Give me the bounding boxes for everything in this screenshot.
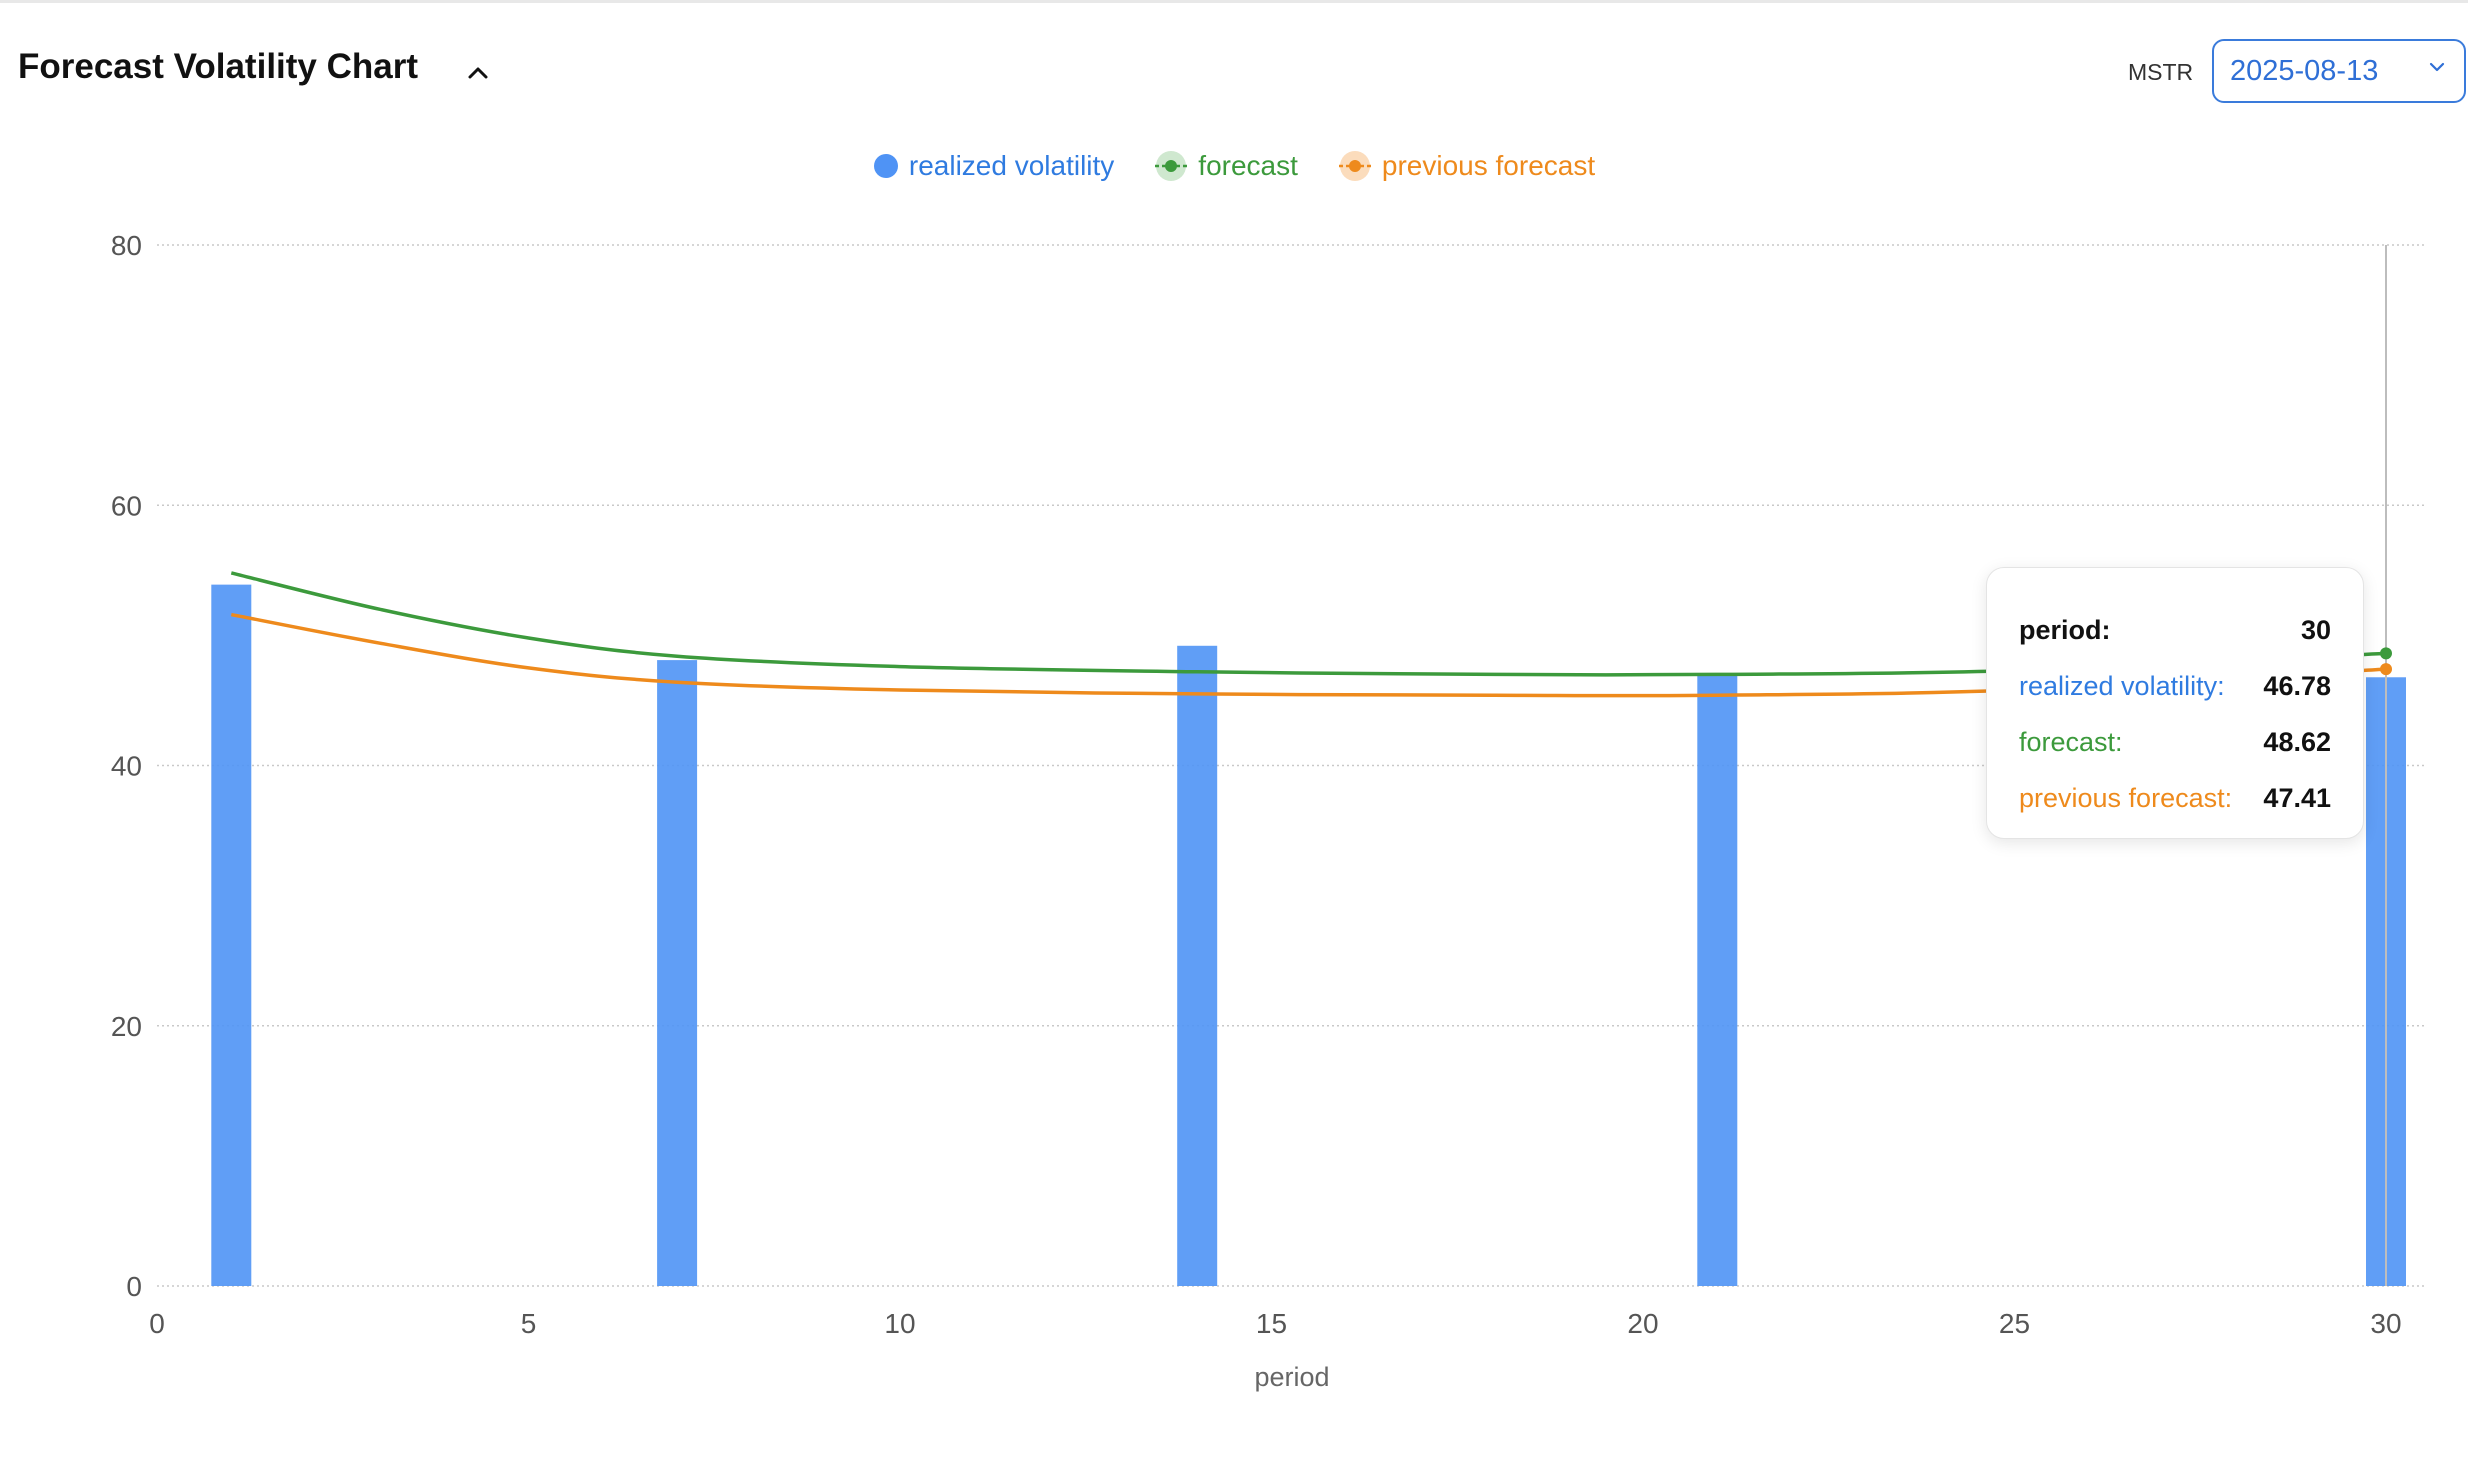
chart-plot-area: 0 20 40 60 80 0 5 10 15 20 25 30 period	[111, 230, 2425, 1392]
x-axis-label: period	[1254, 1362, 1329, 1392]
x-tick-label: 30	[2370, 1308, 2401, 1339]
chevron-up-icon	[468, 67, 488, 79]
chevron-down-icon	[2429, 62, 2445, 72]
y-tick-label: 40	[111, 751, 142, 782]
chart-title: Forecast Volatility Chart	[18, 47, 419, 86]
x-tick-label: 25	[1999, 1308, 2030, 1339]
y-tick-label: 20	[111, 1011, 142, 1042]
date-select-value: 2025-08-13	[2230, 54, 2379, 87]
realized-volatility-bar	[211, 584, 252, 1286]
x-tick-label: 10	[884, 1308, 915, 1339]
previous-forecast-line	[230, 612, 2387, 698]
legend-line-marker-icon	[1338, 151, 1371, 181]
x-tick-label: 20	[1627, 1308, 1658, 1339]
legend-item-realized[interactable]: realized volatility	[873, 150, 1114, 182]
date-select[interactable]: 2025-08-13	[2212, 39, 2466, 103]
legend-item-forecast[interactable]: forecast	[1154, 149, 1298, 183]
y-tick-label: 60	[111, 490, 142, 521]
previous-forecast-line-hover-point	[2380, 663, 2392, 676]
tooltip-previous-value: 47.41	[2263, 782, 2331, 813]
lines	[230, 245, 2392, 1286]
tooltip-realized-value: 46.78	[2263, 670, 2331, 701]
tooltip-row-previous: previous forecast: 47.41	[2019, 770, 2331, 826]
tooltip-forecast-label: forecast:	[2019, 726, 2123, 757]
tooltip-row-period: period: 30	[2019, 602, 2331, 658]
tooltip-realized-label: realized volatility:	[2019, 670, 2225, 701]
forecast-line	[230, 571, 2387, 677]
chart-tooltip: period: 30 realized volatility: 46.78 fo…	[1986, 567, 2364, 839]
legend-label-forecast: forecast	[1198, 150, 1298, 181]
legend-line-marker-icon	[1155, 151, 1188, 181]
tooltip-previous-label: previous forecast:	[2019, 782, 2233, 813]
x-tick-label: 0	[149, 1308, 165, 1339]
legend-dot-icon	[873, 154, 898, 178]
x-tick-label: 5	[521, 1308, 537, 1339]
realized-volatility-bar	[1697, 674, 1738, 1286]
x-tick-label: 15	[1256, 1308, 1287, 1339]
realized-volatility-bar	[657, 660, 698, 1286]
forecast-line-hover-point	[2380, 647, 2392, 660]
ticker-label: MSTR	[2128, 59, 2194, 85]
axes: 0 20 40 60 80 0 5 10 15 20 25 30 period	[111, 230, 2402, 1392]
realized-volatility-bar	[1177, 645, 1218, 1286]
tooltip-forecast-value: 48.62	[2263, 726, 2331, 757]
legend-item-previous[interactable]: previous forecast	[1338, 149, 1595, 183]
legend-label-realized: realized volatility	[908, 150, 1115, 181]
y-tick-label: 80	[111, 230, 142, 261]
tooltip-row-realized: realized volatility: 46.78	[2019, 658, 2331, 714]
tooltip-row-forecast: forecast: 48.62	[2019, 714, 2331, 770]
legend-label-previous: previous forecast	[1381, 150, 1596, 181]
tooltip-period-value: 30	[2300, 614, 2331, 645]
y-tick-label: 0	[126, 1271, 142, 1302]
tooltip-period-label: period:	[2019, 614, 2111, 645]
collapse-button[interactable]	[456, 55, 500, 91]
chart-legend: realized volatility forecast previous fo…	[0, 143, 2468, 189]
